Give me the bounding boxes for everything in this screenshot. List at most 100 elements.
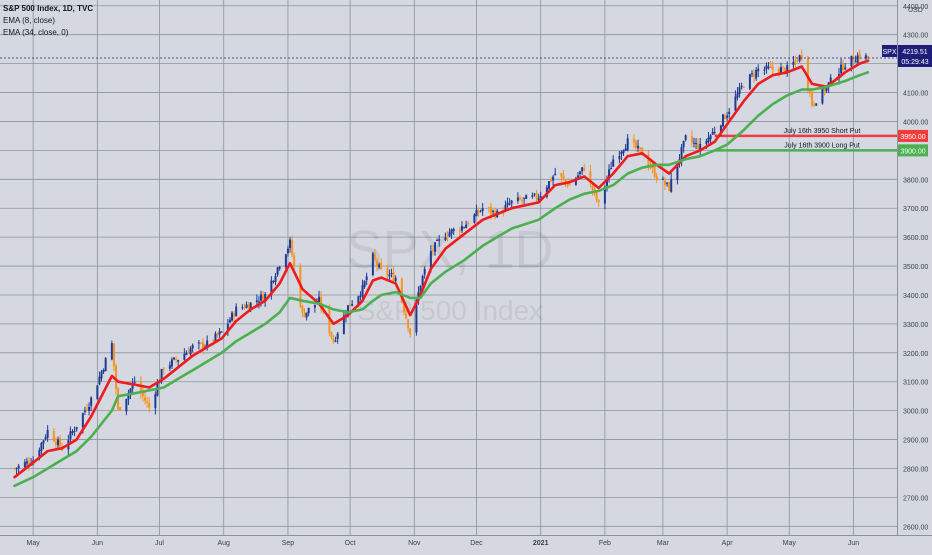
candle-body: [313, 304, 316, 308]
candle-body: [682, 140, 685, 148]
candle-body: [129, 388, 132, 394]
y-tick-label: 3800.00: [903, 177, 928, 184]
candle-body: [276, 267, 279, 275]
candle-body: [421, 275, 424, 286]
candle-body: [434, 242, 437, 252]
candle-body: [386, 268, 389, 276]
indicator-ema-34[interactable]: EMA (34, close, 0): [3, 28, 69, 37]
candle-body: [779, 67, 782, 75]
candle-body: [100, 371, 103, 379]
price-axis-panel[interactable]: [898, 0, 932, 550]
candle-body: [639, 147, 642, 149]
candle-body: [796, 60, 799, 62]
candle-body: [724, 115, 727, 119]
candle-body: [738, 87, 741, 95]
candle-body: [510, 200, 513, 204]
candle-body: [750, 73, 753, 75]
candle-body: [622, 150, 625, 153]
candle-body: [320, 297, 323, 309]
candle-body: [734, 96, 737, 111]
candle-body: [608, 169, 611, 178]
candle-body: [365, 276, 368, 281]
chart-title[interactable]: S&P 500 Index, 1D, TVC: [3, 4, 93, 13]
candle-body: [293, 255, 296, 267]
time-axis-panel[interactable]: [0, 535, 932, 550]
candle-body: [506, 202, 509, 206]
candle-body: [28, 462, 31, 465]
candle-body: [651, 166, 654, 168]
candle-body: [473, 214, 476, 223]
reference-price-text: 3950.00: [900, 134, 925, 141]
candle-body: [547, 181, 550, 189]
candle-body: [400, 278, 403, 303]
candle-body: [537, 198, 540, 201]
candle-body: [521, 199, 524, 201]
candle-body: [695, 143, 698, 145]
ema-line: [13, 71, 870, 488]
candle-body: [748, 74, 751, 89]
candle-body: [102, 369, 105, 373]
x-tick-label: May: [783, 540, 797, 547]
candle-body: [185, 352, 188, 355]
candle-body: [197, 342, 200, 344]
candle-body: [813, 104, 816, 106]
candle-body: [479, 210, 482, 212]
x-tick-label: Mar: [657, 540, 670, 547]
candle-body: [98, 376, 101, 385]
candle-body: [446, 236, 449, 238]
candle-body: [653, 166, 656, 177]
x-tick-label: Jul: [155, 540, 164, 547]
indicator-ema-8[interactable]: EMA (8, close): [3, 16, 55, 25]
candle-body: [612, 159, 615, 167]
candle-body: [670, 179, 673, 192]
candle-body: [54, 441, 57, 445]
candle-body: [854, 61, 857, 63]
candle-body: [332, 338, 335, 343]
candle-body: [162, 368, 165, 371]
candle-body: [110, 343, 113, 360]
candle-body: [25, 461, 28, 464]
candle-body: [148, 402, 151, 408]
candle-body: [59, 438, 62, 447]
candle-body: [568, 184, 571, 186]
candle-body: [661, 178, 664, 180]
candle-body: [44, 437, 47, 440]
x-tick-label: May: [27, 540, 41, 547]
candle-body: [272, 281, 275, 283]
candle-body: [492, 210, 495, 212]
candle-body: [626, 138, 629, 150]
y-tick-label: 3300.00: [903, 322, 928, 329]
candle-body: [564, 179, 567, 182]
y-tick-label: 3000.00: [903, 409, 928, 416]
candle-body: [699, 143, 702, 151]
candle-body: [782, 66, 785, 68]
candle-body: [301, 305, 304, 313]
candle-body: [637, 145, 640, 149]
symbol-tag: [882, 44, 897, 57]
candle-body: [15, 468, 18, 470]
candle-body: [581, 167, 584, 172]
candle-body: [160, 369, 163, 382]
candle-body: [800, 54, 803, 59]
candle-body: [552, 176, 555, 181]
candle-body: [69, 431, 72, 440]
candle-body: [255, 300, 258, 303]
candle-body: [226, 323, 229, 331]
candle-body: [141, 391, 144, 397]
y-tick-label: 4400.00: [903, 4, 928, 11]
candle-body: [83, 410, 86, 412]
candle-body: [634, 141, 637, 148]
candle-body: [808, 89, 811, 94]
x-tick-label: Oct: [345, 540, 356, 547]
candle-body: [318, 296, 321, 303]
candle-body: [707, 137, 710, 143]
price-tags: 3950.00 3900.00 SPX 4219.51 05:29:43: [0, 44, 932, 157]
candle-body: [170, 359, 173, 367]
candle-body: [249, 302, 252, 311]
candle-body: [444, 237, 447, 241]
candle-body: [825, 85, 828, 91]
candle-body: [550, 179, 553, 182]
candle-body: [436, 240, 439, 242]
